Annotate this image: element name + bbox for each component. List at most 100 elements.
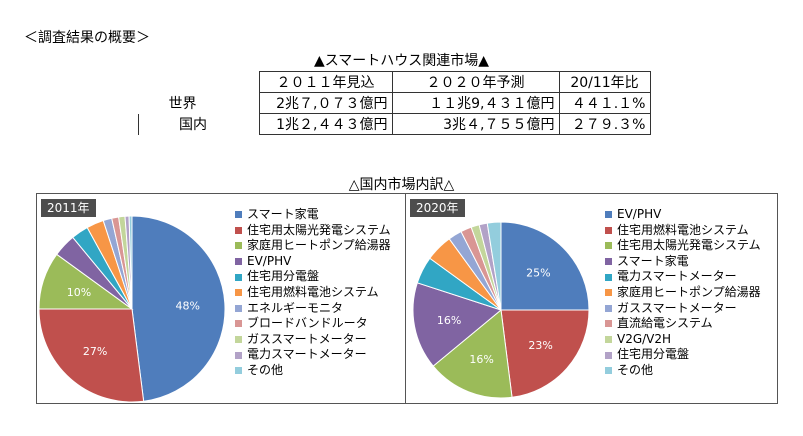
slice-data-label: 16% — [469, 353, 493, 366]
slice-data-label: 48% — [175, 299, 199, 312]
legend-swatch — [605, 351, 612, 359]
legend-item: ブロードバンドルータ — [235, 316, 391, 332]
pie-slice — [486, 221, 502, 311]
pie-slice — [500, 309, 590, 398]
legend-item: 住宅用分電盤 — [605, 347, 761, 363]
table-row: 世界 2兆７,０７３億円 １１兆9,４３１億円 ４４１.１% — [139, 92, 651, 114]
legend-item: 住宅用燃料電池システム — [605, 223, 761, 239]
legend-swatch — [605, 226, 612, 234]
legend-swatch — [235, 242, 242, 250]
legend-item: 電力スマートメーター — [235, 347, 391, 363]
legend-swatch — [235, 226, 242, 234]
market-table: ２０１１年見込 ２０２０年予測 20/11年比 世界 2兆７,０７３億円 １１兆… — [138, 71, 651, 135]
pie-slice — [412, 282, 503, 367]
legend-swatch — [605, 304, 612, 312]
section-title: △国内市場内訳△ — [348, 177, 455, 193]
legend-item: 直流給電システム — [605, 316, 761, 332]
table-header-row: ２０１１年見込 ２０２０年予測 20/11年比 — [139, 71, 651, 93]
chart-panel — [36, 193, 778, 404]
pie-slice — [432, 309, 513, 399]
column-header: ２０２０年予測 — [391, 71, 560, 93]
table-row: 国内 1兆２,４４３億円 3兆４,７５５億円 ２７９.３% — [138, 113, 651, 135]
legend-label: ガススマートメーター — [617, 300, 737, 315]
legend-swatch — [605, 211, 612, 219]
legend-item: 住宅用燃料電池システム — [235, 285, 391, 301]
pie-chart-2020: 25% 23% 16% 16% — [412, 221, 590, 399]
table-cell: ４４１.１% — [558, 92, 651, 114]
legend-item: 家庭用ヒートポンプ給湯器 — [605, 285, 761, 301]
legend-item: 家庭用ヒートポンプ給湯器 — [235, 238, 391, 254]
legend-swatch — [605, 242, 612, 250]
legend-item: 住宅用分電盤 — [235, 269, 391, 285]
legend-2011: スマート家電 住宅用太陽光発電システム 家庭用ヒートポンプ給湯器 EV/PHV 住宅用分… — [235, 207, 391, 379]
legend-swatch — [605, 273, 612, 281]
pie-slice — [128, 215, 133, 310]
legend-swatch — [235, 273, 242, 281]
legend-label: ブロードバンドルータ — [247, 316, 368, 331]
legend-item: スマート家電 — [605, 254, 761, 270]
table-cell: １１兆9,４３１億円 — [391, 92, 560, 114]
legend-item: 電力スマートメーター — [605, 269, 761, 285]
table-corner — [139, 72, 260, 93]
legend-swatch — [605, 320, 612, 328]
legend-label: 電力スマートメーター — [617, 269, 737, 284]
table-cell: 1兆２,４４３億円 — [258, 113, 393, 135]
legend-item: EV/PHV — [235, 254, 391, 270]
legend-swatch — [235, 367, 242, 375]
slice-data-label: 10% — [67, 286, 91, 299]
legend-swatch — [605, 258, 612, 266]
table-cell: 3兆４,７５５億円 — [391, 113, 560, 135]
legend-item: V2G/V2H — [605, 332, 761, 348]
table-title: ▲スマートハウス関連市場▲ — [313, 53, 490, 69]
legend-swatch — [605, 367, 612, 375]
legend-item: EV/PHV — [605, 207, 761, 223]
legend-item: その他 — [605, 363, 761, 379]
legend-swatch — [235, 351, 242, 359]
chart-year-label-2020: 2020年 — [410, 199, 465, 217]
legend-label: 電力スマートメーター — [247, 347, 367, 362]
legend-swatch — [605, 289, 612, 297]
slice-data-label: 27% — [83, 345, 107, 358]
slice-data-label: 16% — [437, 314, 461, 327]
table-cell: 2兆７,０７３億円 — [258, 92, 393, 114]
legend-label: ガススマートメーター — [247, 331, 367, 346]
pie-slice — [500, 221, 590, 311]
pie-slice — [38, 308, 145, 403]
row-label: 国内 — [138, 113, 259, 135]
legend-swatch — [235, 336, 242, 344]
row-label: 世界 — [168, 96, 197, 112]
legend-label: 住宅用燃料電池システム — [617, 222, 749, 237]
legend-2020: EV/PHV 住宅用燃料電池システム 住宅用太陽光発電システム スマート家電 電力スマー… — [605, 207, 761, 379]
legend-label: その他 — [617, 362, 654, 377]
chart-divider — [405, 193, 406, 404]
legend-label: V2G/V2H — [617, 331, 672, 346]
legend-item: ガススマートメーター — [235, 332, 391, 348]
legend-label: 直流給電システム — [617, 316, 713, 331]
legend-label: その他 — [247, 362, 284, 377]
pie-slice — [131, 215, 226, 402]
legend-label: 家庭用ヒートポンプ給湯器 — [617, 284, 761, 299]
page-header: ＜調査結果の概要＞ — [24, 30, 150, 46]
legend-item: スマート家電 — [235, 207, 391, 223]
legend-label: 家庭用ヒートポンプ給湯器 — [247, 238, 391, 253]
legend-item: ガススマートメーター — [605, 301, 761, 317]
legend-label: EV/PHV — [247, 253, 292, 268]
slice-data-label: 23% — [528, 339, 552, 352]
legend-item: 住宅用太陽光発電システム — [235, 223, 391, 239]
legend-label: 住宅用分電盤 — [617, 347, 690, 362]
legend-label: 住宅用燃料電池システム — [247, 284, 379, 299]
legend-item: その他 — [235, 363, 391, 379]
legend-label: スマート家電 — [617, 253, 689, 268]
legend-label: エネルギーモニタ — [247, 300, 344, 315]
legend-label: 住宅用太陽光発電システム — [617, 238, 761, 253]
legend-label: 住宅用分電盤 — [247, 269, 320, 284]
legend-swatch — [605, 336, 612, 344]
legend-item: エネルギーモニタ — [235, 301, 391, 317]
column-header: 20/11年比 — [558, 71, 651, 93]
table-cell: ２７９.３% — [558, 113, 651, 135]
legend-label: EV/PHV — [617, 207, 662, 221]
column-header: ２０１１年見込 — [258, 71, 393, 93]
pie-chart-2011: 48% 27% 10% — [38, 215, 226, 403]
slice-data-label: 25% — [526, 267, 550, 280]
legend-swatch — [235, 289, 242, 297]
